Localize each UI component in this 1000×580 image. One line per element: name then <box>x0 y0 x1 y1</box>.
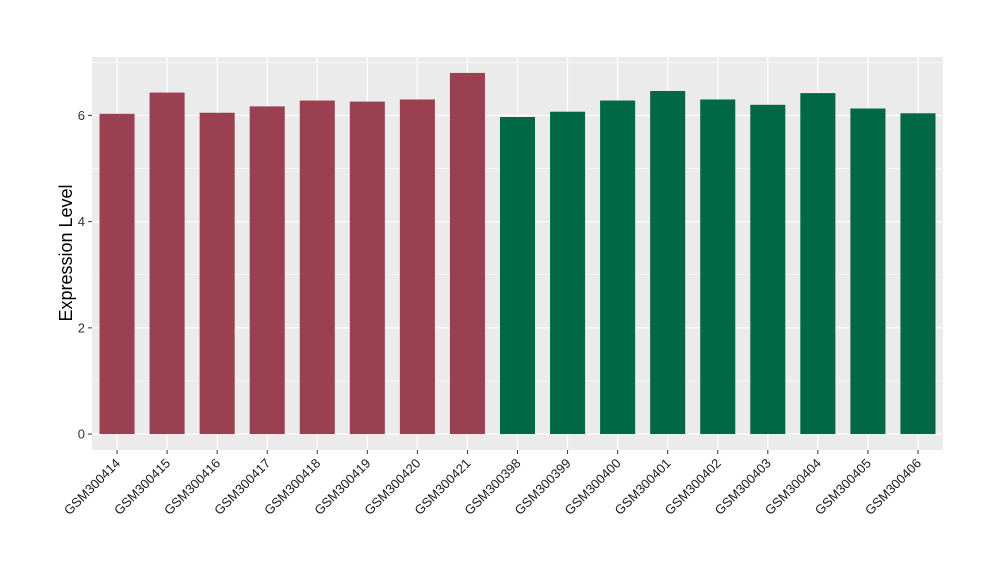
bar-GSM300402 <box>700 99 736 435</box>
bar-GSM300404 <box>800 93 836 435</box>
bar-GSM300399 <box>550 111 586 435</box>
bar-GSM300406 <box>900 113 936 435</box>
y-tick-label: 4 <box>78 214 85 229</box>
y-axis-title: Expression Level <box>56 184 76 321</box>
bar-GSM300420 <box>399 99 435 435</box>
y-axis: 0 2 4 6 <box>78 108 92 442</box>
y-tick-label: 0 <box>78 427 85 442</box>
bar-GSM300401 <box>650 90 686 435</box>
bar-GSM300415 <box>149 92 185 435</box>
y-tick-label: 6 <box>78 108 85 123</box>
bar-GSM300405 <box>850 108 886 435</box>
bar-GSM300416 <box>199 112 235 435</box>
bar-GSM300403 <box>750 104 786 435</box>
bar-GSM300418 <box>299 100 335 435</box>
bar-GSM300421 <box>449 72 485 435</box>
bar-GSM300417 <box>249 106 285 435</box>
y-tick-label: 2 <box>78 320 85 335</box>
bar-GSM300414 <box>99 113 135 435</box>
bar-GSM300398 <box>499 117 536 435</box>
bars <box>99 72 936 435</box>
bar-GSM300419 <box>349 101 385 435</box>
bar-GSM300400 <box>600 100 636 435</box>
